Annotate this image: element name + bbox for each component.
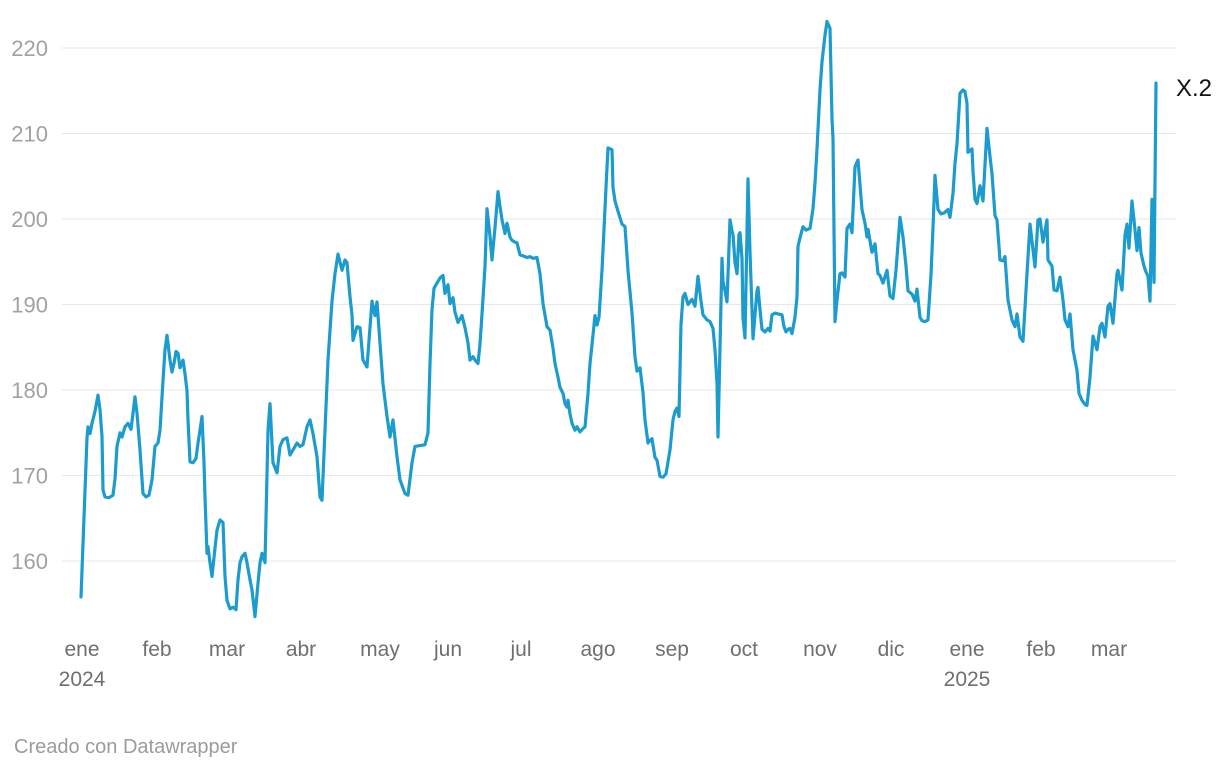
x-axis-month-label: feb (1026, 638, 1055, 661)
x-axis-month-label: ene (64, 638, 99, 661)
y-axis-tick-label: 190 (11, 293, 48, 318)
y-axis-tick-label: 200 (11, 207, 48, 232)
x-axis-month-label: abr (286, 638, 316, 661)
y-axis-tick-label: 220 (11, 36, 48, 61)
x-axis-month-label: ago (580, 638, 615, 661)
x-axis-month-label: oct (730, 638, 758, 661)
x-axis-month-label: jun (433, 638, 462, 661)
x-axis-month-label: sep (655, 638, 689, 661)
y-axis-tick-label: 210 (11, 122, 48, 147)
series-end-label: X.2 (1176, 75, 1212, 102)
price-line (79, 19, 1158, 619)
datawrapper-credit-link[interactable]: Creado con Datawrapper (14, 736, 238, 758)
x-axis-month-label: dic (878, 638, 905, 661)
y-axis-tick-label: 180 (11, 378, 48, 403)
x-axis-month-label: ene (949, 638, 984, 661)
x-axis-month-label: mar (209, 638, 245, 661)
y-axis-tick-label: 160 (11, 549, 48, 574)
x-axis-month-label: may (360, 638, 400, 661)
x-axis-year-label: 2024 (59, 668, 106, 691)
y-axis-tick-label: 170 (11, 464, 48, 489)
x-axis-month-label: nov (803, 638, 837, 661)
x-axis-month-label: mar (1091, 638, 1127, 661)
x-axis-month-label: feb (142, 638, 171, 661)
line-chart: 160 170 180 190 200 210 220 ene feb mar abr may jun j… (11, 19, 1212, 691)
x-axis-month-label: jul (509, 638, 531, 661)
x-axis-year-label: 2025 (944, 668, 991, 691)
